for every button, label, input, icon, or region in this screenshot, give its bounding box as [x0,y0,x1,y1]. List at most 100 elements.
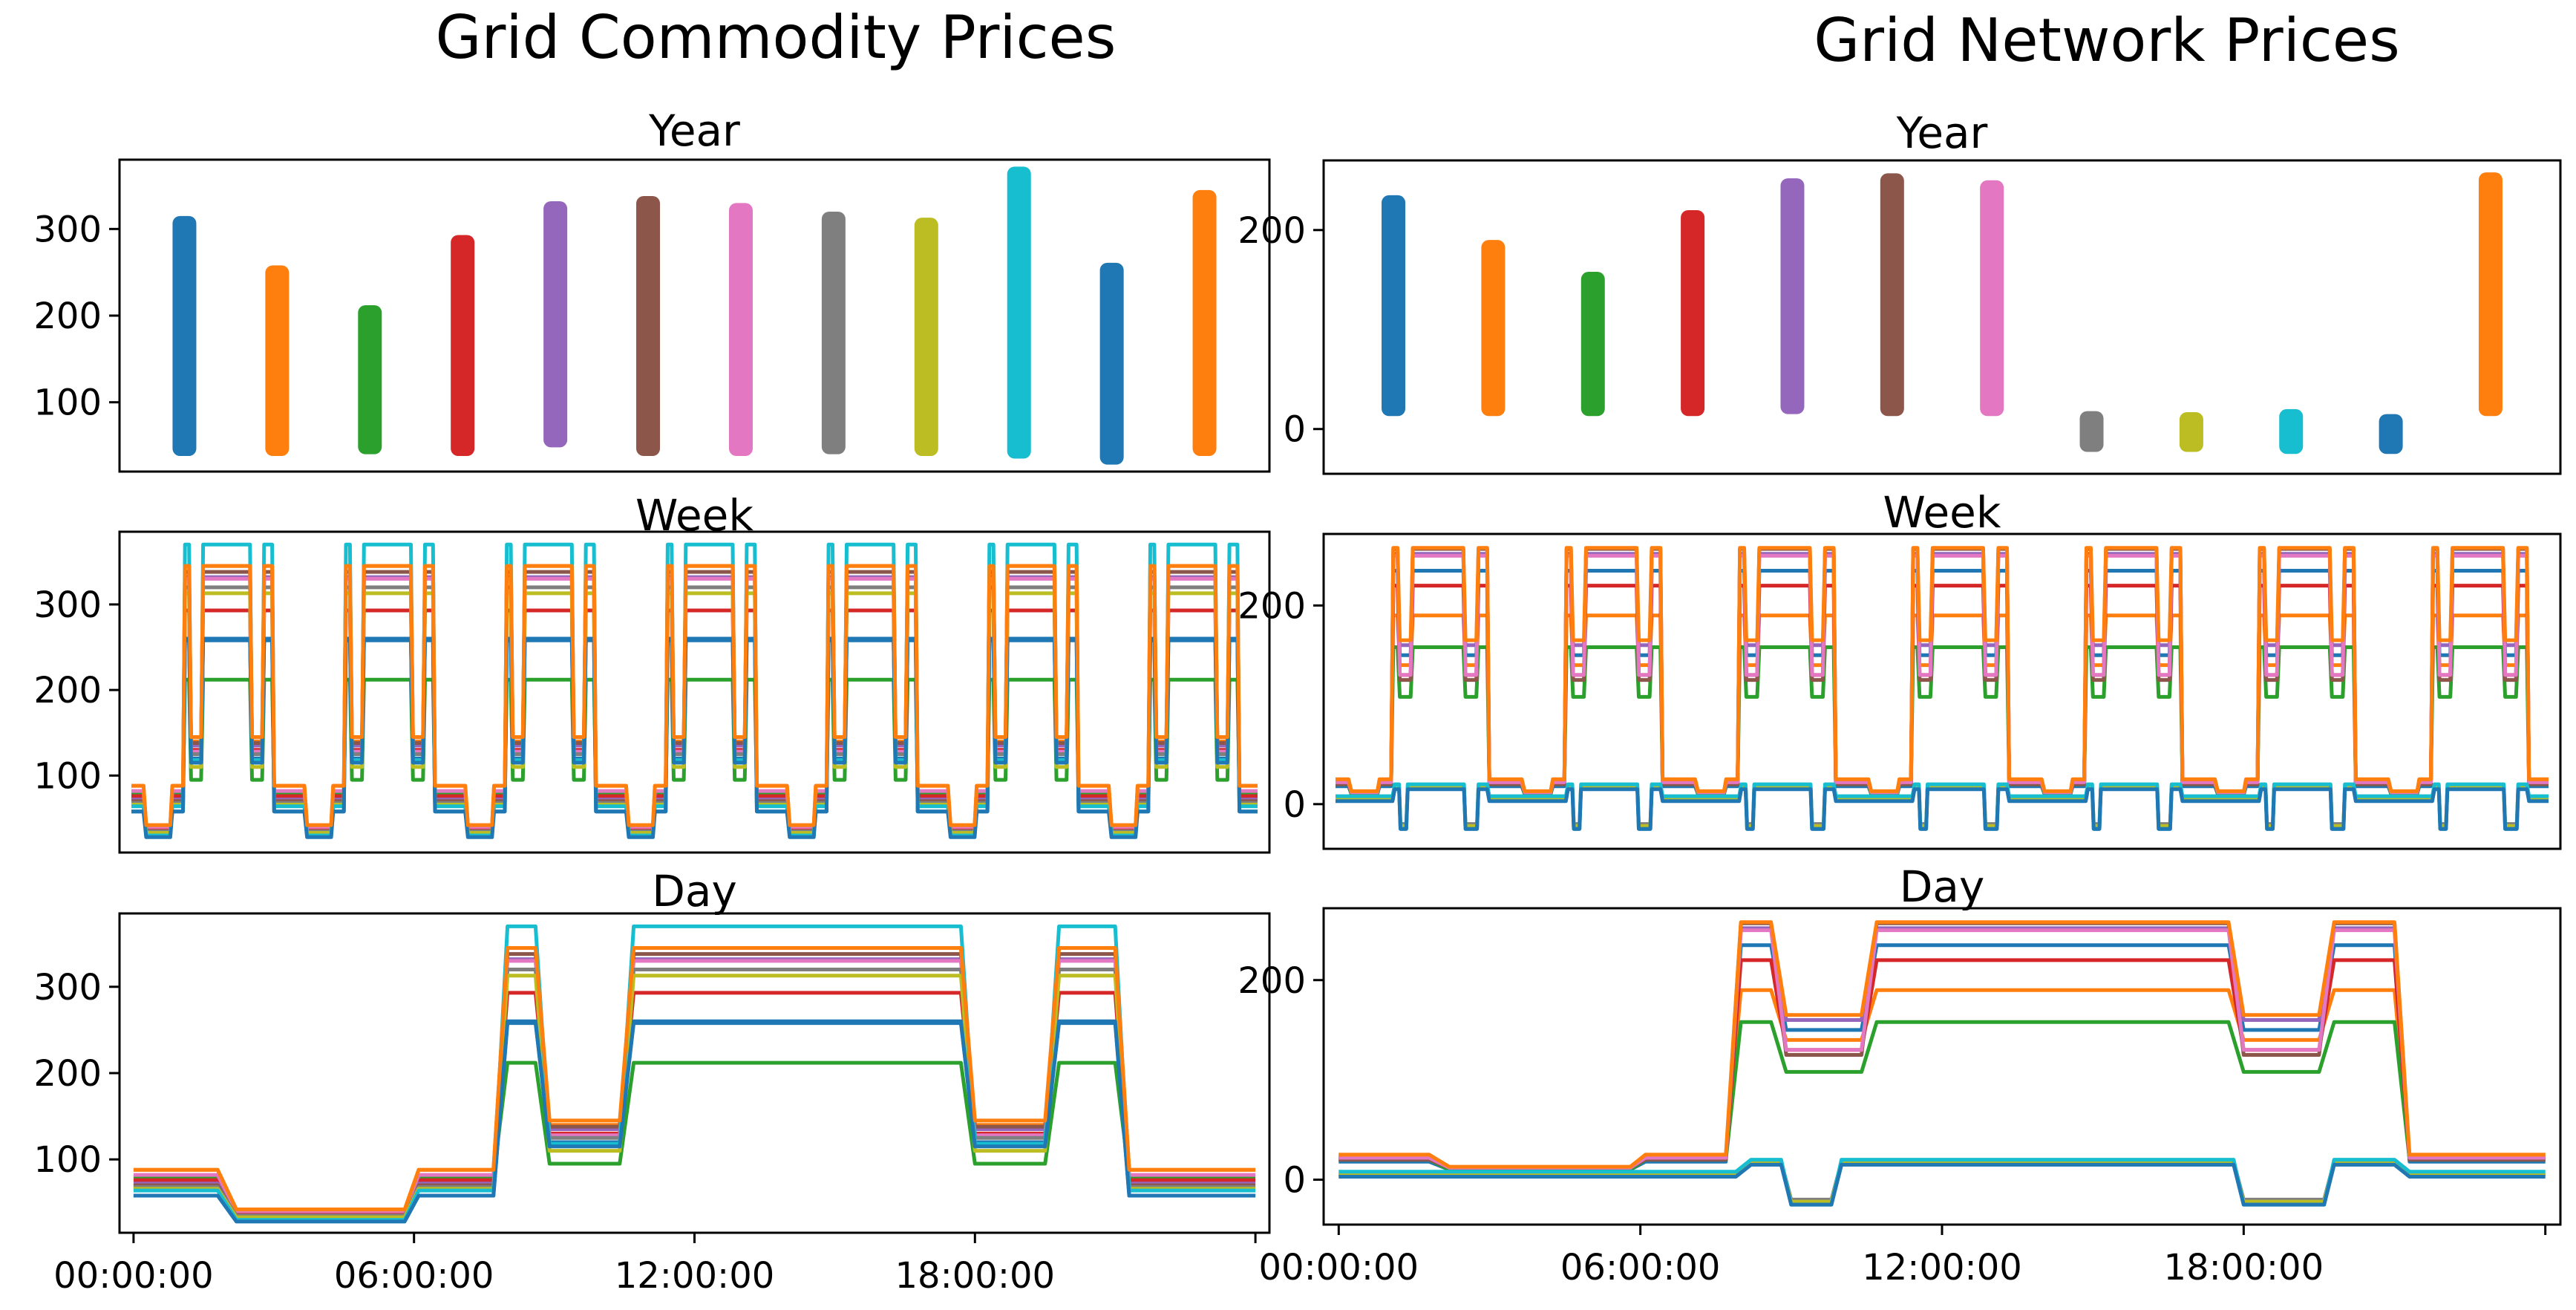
year-series-band [914,218,938,456]
week-series-line [131,608,1258,832]
day-series-line [1338,928,2546,1170]
x-tick-label: 00:00:00 [53,1255,214,1297]
day-series-line [133,974,1256,1219]
panel-title: Year [648,105,740,156]
year-series-band [2478,172,2503,417]
panel-title: Week [1883,487,2001,538]
y-tick-label: 200 [33,1053,102,1095]
day-series-line [1338,988,2546,1170]
day-series-line [133,991,1256,1217]
day-series-line [133,957,1256,1219]
y-tick-label: 100 [33,382,102,424]
week-series-line [1336,569,2549,796]
x-tick-label: 18:00:00 [2164,1247,2324,1288]
day-series-line [1338,1162,2546,1207]
y-tick-label: 200 [1238,960,1306,1002]
week-series-line [1336,546,2549,793]
day-series-line [133,1060,1256,1215]
year-series-band [1580,272,1605,417]
week-series-line [1336,787,2549,831]
y-tick-label: 100 [33,755,102,797]
year-series-band [265,265,290,456]
y-tick-label: 0 [1283,784,1306,826]
panel-network-year: Year 0 200 [1238,108,2562,475]
week-series-line [131,636,1258,839]
panel-frame [118,158,1271,473]
y-tick-label: 0 [1283,1160,1306,1202]
y-tick-label: 300 [33,209,102,250]
x-tick-label: 06:00:00 [1560,1247,1721,1288]
left-column-title: Grid Commodity Prices [436,3,1117,72]
week-series-line [1336,552,2549,795]
plot-area [1338,920,2546,1207]
year-series-band [821,212,846,454]
year-series-band [636,196,661,456]
year-series-band [1780,178,1805,414]
y-tick-label: 300 [33,584,102,626]
year-series-band [728,203,753,456]
year-series-band [451,235,475,456]
day-series-line [133,1021,1256,1218]
plot-area [133,924,1256,1224]
week-series-line [1336,553,2549,795]
panel-commodity-year: Year 100 200 300 [33,105,1271,473]
year-series-band [1980,180,2004,417]
week-series-line [131,576,1258,829]
day-series-line [1338,920,2546,1169]
panel-frame [1322,907,2562,1226]
panel-title: Day [1900,861,1985,912]
y-tick-label: 200 [1238,210,1306,252]
panel-frame [118,912,1271,1234]
y-tick-label: 300 [33,967,102,1008]
y-tick-label: 200 [33,296,102,337]
panel-commodity-day: Day 100 200 300 00:00:00 06:00:00 12:00:00 18:0… [33,866,1271,1297]
panel-title: Week [635,490,753,541]
day-series-line [133,946,1256,1212]
x-tick-label: 12:00:00 [615,1255,775,1297]
panel-title: Year [1896,108,1988,158]
day-series-line [133,1019,1256,1224]
day-series-line [1338,943,2546,1172]
panel-frame [1322,532,2562,850]
panel-frame [1322,159,2562,475]
panel-network-week: Week 0 200 [1238,487,2562,850]
week-series-line [1336,784,2549,827]
week-series-line [1336,785,2549,828]
day-series-line [1338,1020,2546,1172]
plot-area [172,166,1217,465]
y-tick-label: 200 [1238,585,1306,627]
year-series-band [2279,408,2304,454]
year-series-band [358,305,382,454]
x-tick-label: 06:00:00 [334,1255,494,1297]
day-series-line [1338,1161,2546,1204]
panel-network-day: Day 0 200 00:00:00 06:00:00 12:00:00 18:00:00 [1238,861,2562,1288]
year-series-band [2179,411,2203,452]
day-series-line [133,946,1256,1212]
day-series-line [133,968,1256,1218]
week-series-line [131,564,1258,827]
year-series-band [1099,262,1124,465]
year-series-band [172,215,197,456]
y-tick-label: 200 [33,670,102,711]
day-series-line [1338,1158,2546,1207]
right-column-title: Grid Network Prices [1814,6,2400,75]
plot-area [1336,546,2549,831]
year-series-band [543,201,568,448]
x-tick-label: 12:00:00 [1862,1247,2022,1288]
year-series-band [1192,189,1217,457]
x-tick-label: 18:00:00 [895,1255,1056,1297]
week-series-line [1336,613,2549,795]
panel-commodity-week: Week 100 200 300 [33,490,1271,854]
year-series-band [2079,411,2104,452]
year-series-band [1880,173,1904,417]
day-series-line [133,959,1256,1213]
y-tick-label: 100 [33,1139,102,1181]
plot-area [1382,172,2503,454]
week-series-line [1336,782,2549,831]
year-series-band [2379,414,2403,454]
x-tick-label: 00:00:00 [1259,1247,1419,1288]
panel-frame [118,530,1271,854]
year-series-band [1007,166,1031,459]
panel-title: Day [652,866,737,916]
